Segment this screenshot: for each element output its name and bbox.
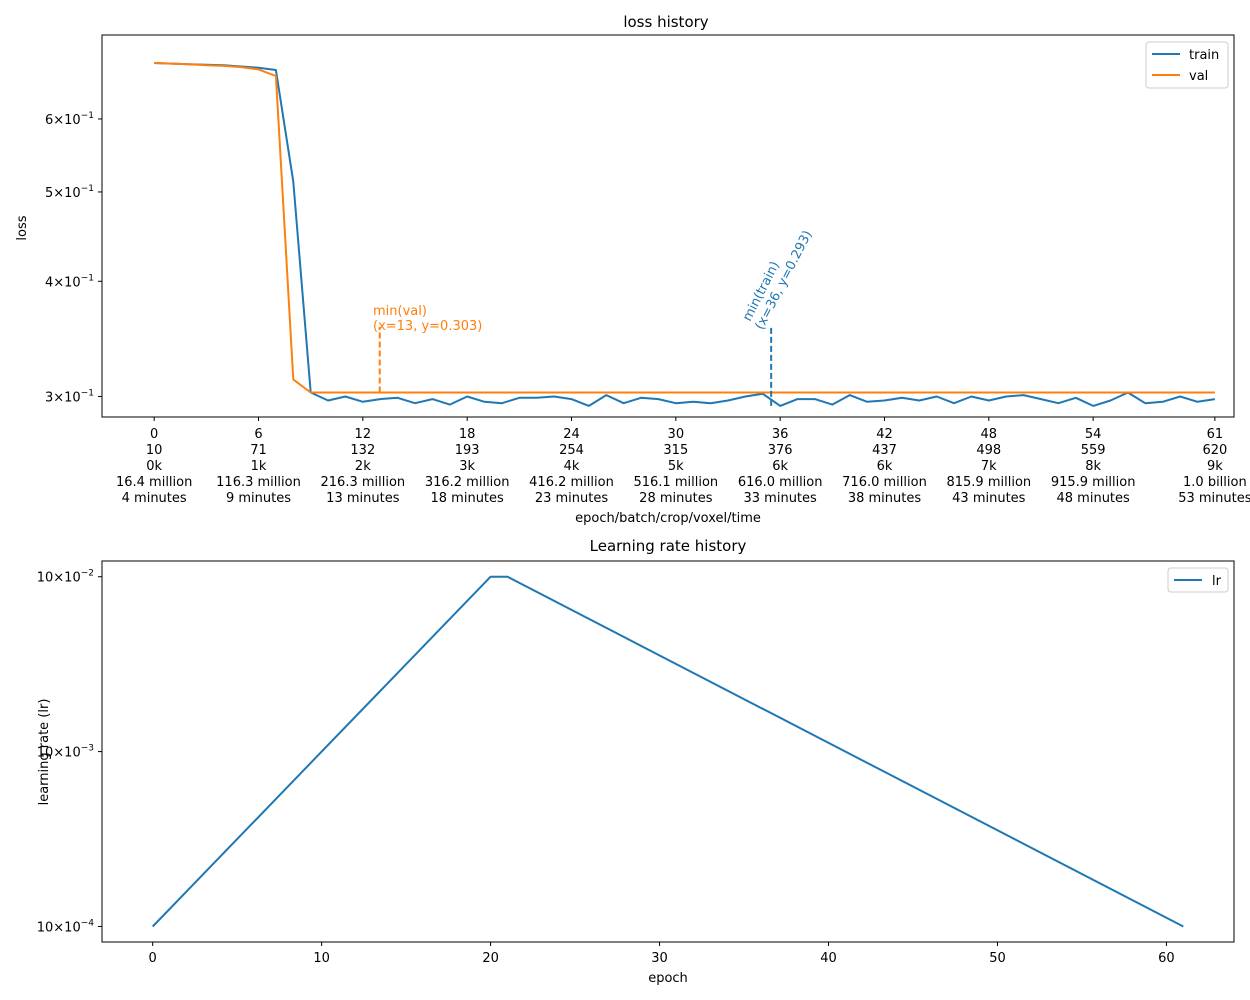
lr-y-tick-label: 10×10−4 — [37, 918, 95, 935]
loss-x-tick-label: 437 — [872, 443, 897, 458]
loss-x-tick-label: 9 minutes — [226, 491, 291, 506]
loss-legend: train val — [1145, 41, 1229, 89]
loss-y-tick-label: 4×10−1 — [45, 273, 94, 290]
loss-y-axis-label: loss — [15, 215, 30, 240]
loss-x-tick-label: 193 — [455, 443, 480, 458]
lr-x-tick-label: 40 — [820, 951, 837, 966]
lr-x-tick-label: 50 — [989, 951, 1006, 966]
loss-x-tick-label: 18 minutes — [431, 491, 505, 506]
loss-x-tick-label: 5k — [668, 459, 684, 474]
loss-x-tick-label: 61 — [1207, 427, 1224, 442]
lr-x-tick-label: 30 — [651, 951, 668, 966]
loss-x-tick-label: 4 minutes — [122, 491, 187, 506]
loss-x-tick-label: 33 minutes — [744, 491, 818, 506]
loss-y-ticks: 6×10−1 5×10−1 4×10−1 3×10−1 — [45, 111, 102, 405]
loss-x-tick-label: 12 — [355, 427, 372, 442]
loss-x-tick-label: 16.4 million — [116, 475, 192, 490]
loss-x-tick-label: 54 — [1085, 427, 1102, 442]
loss-x-tick-label: 43 minutes — [952, 491, 1026, 506]
loss-x-tick-label: 3k — [459, 459, 475, 474]
loss-x-tick-label: 48 minutes — [1057, 491, 1131, 506]
loss-x-tick-label: 36 — [772, 427, 789, 442]
loss-x-tick-label: 2k — [355, 459, 371, 474]
loss-x-tick-label: 716.0 million — [842, 475, 927, 490]
lr-x-tick-label: 20 — [482, 951, 499, 966]
lr-legend: lr — [1167, 567, 1229, 593]
loss-x-tick-label: 0 — [150, 427, 158, 442]
lr-y-ticks: 10×10−2 10×10−3 10×10−4 — [37, 569, 102, 935]
loss-x-tick-label: 416.2 million — [529, 475, 614, 490]
loss-x-tick-label: 38 minutes — [848, 491, 922, 506]
loss-x-tick-label: 815.9 million — [946, 475, 1031, 490]
loss-x-tick-label: 132 — [350, 443, 375, 458]
loss-x-tick-label: 10 — [146, 443, 163, 458]
lr-x-tick-label: 10 — [313, 951, 330, 966]
legend-lr-label: lr — [1212, 574, 1222, 589]
loss-x-tick-label: 7k — [981, 459, 997, 474]
loss-x-tick-label: 6 — [254, 427, 262, 442]
loss-plot-area — [154, 62, 1216, 407]
loss-x-tick-label: 6k — [772, 459, 788, 474]
loss-x-tick-label: 1k — [251, 459, 267, 474]
lr-y-tick-label: 10×10−2 — [37, 569, 94, 586]
train-loss-line — [154, 62, 1216, 407]
loss-x-tick-label: 616.0 million — [738, 475, 823, 490]
lr-x-tick-label: 60 — [1158, 951, 1175, 966]
loss-x-tick-label: 24 — [563, 427, 580, 442]
loss-x-tick-label: 1.0 billion — [1183, 475, 1247, 490]
loss-x-tick-label: 0k — [146, 459, 162, 474]
loss-axes-frame — [101, 34, 1235, 418]
loss-x-tick-label: 316.2 million — [425, 475, 510, 490]
loss-x-tick-label: 559 — [1081, 443, 1106, 458]
lr-x-ticks: 0 10 20 30 40 50 60 — [149, 942, 1175, 966]
lr-y-tick-label: 10×10−3 — [37, 744, 94, 761]
loss-x-tick-label: 516.1 million — [633, 475, 718, 490]
lr-chart: Learning rate history 0 10 20 30 40 50 60 10×1… — [37, 537, 1235, 986]
loss-x-tick-label: 376 — [768, 443, 793, 458]
lr-plot-area — [151, 575, 1184, 928]
legend-train-label: train — [1189, 48, 1219, 63]
legend-val-label: val — [1189, 69, 1208, 84]
loss-x-tick-label: 216.3 million — [321, 475, 406, 490]
loss-x-tick-label: 6k — [877, 459, 893, 474]
loss-x-tick-label: 48 — [981, 427, 998, 442]
loss-x-tick-label: 18 — [459, 427, 476, 442]
loss-y-tick-label: 6×10−1 — [45, 111, 94, 128]
loss-x-tick-label: 30 — [668, 427, 685, 442]
loss-x-tick-label: 23 minutes — [535, 491, 609, 506]
loss-x-tick-label: 8k — [1085, 459, 1101, 474]
loss-x-tick-label: 498 — [976, 443, 1001, 458]
lr-axes-frame — [101, 560, 1235, 943]
loss-x-tick-label: 4k — [564, 459, 580, 474]
loss-x-tick-label: 116.3 million — [216, 475, 301, 490]
loss-y-tick-label: 3×10−1 — [45, 388, 94, 405]
lr-chart-title: Learning rate history — [590, 537, 747, 555]
loss-x-tick-label: 53 minutes — [1178, 491, 1250, 506]
loss-x-tick-label: 28 minutes — [639, 491, 713, 506]
lr-x-tick-label: 0 — [149, 951, 157, 966]
min-val-label-line2: (x=13, y=0.303) — [373, 319, 482, 334]
min-val-annotation: min(val) (x=13, y=0.303) — [373, 304, 482, 393]
loss-x-tick-label: 71 — [250, 443, 267, 458]
lr-line — [151, 575, 1184, 928]
loss-x-tick-label: 13 minutes — [326, 491, 400, 506]
loss-x-tick-label: 254 — [559, 443, 584, 458]
min-val-label-line1: min(val) — [373, 304, 427, 319]
loss-chart-title: loss history — [623, 13, 708, 31]
loss-x-tick-label: 315 — [663, 443, 688, 458]
loss-x-tick-label: 42 — [876, 427, 893, 442]
val-loss-line — [154, 62, 1215, 394]
loss-x-tick-label: 9k — [1207, 459, 1223, 474]
lr-y-axis-label: learning rate (lr) — [37, 699, 52, 806]
loss-y-tick-label: 5×10−1 — [45, 184, 94, 201]
loss-x-axis-label: epoch/batch/crop/voxel/time — [575, 511, 761, 526]
loss-x-tick-label: 915.9 million — [1051, 475, 1136, 490]
loss-x-tick-label: 620 — [1202, 443, 1227, 458]
min-train-annotation: min(train) (x=36, y=0.293) — [740, 228, 816, 406]
lr-x-axis-label: epoch — [648, 971, 688, 986]
